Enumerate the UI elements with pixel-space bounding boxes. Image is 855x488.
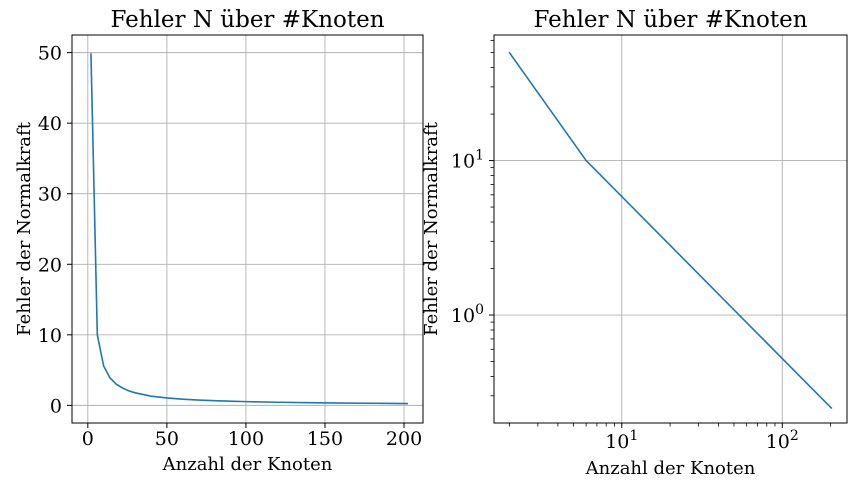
left-y-axis-label: Fehler der Normalkraft — [14, 121, 35, 336]
left-chart-title: Fehler N über #Knoten — [110, 7, 384, 33]
left-y-tick-label: 40 — [38, 113, 62, 135]
left-plot-frame — [71, 34, 424, 424]
right-y-tick-label: 101 — [451, 148, 484, 173]
right-chart-title: Fehler N über #Knoten — [533, 7, 807, 33]
right-y-axis-label: Fehler der Normalkraft — [421, 121, 442, 336]
left-y-tick-label: 50 — [38, 43, 62, 65]
left-y-tick-label: 30 — [38, 184, 62, 206]
right-y-tick-label: 100 — [451, 302, 484, 327]
left-x-tick-label: 150 — [307, 428, 343, 450]
right-x-tick-label: 102 — [766, 428, 799, 453]
left-series-line — [90, 53, 408, 405]
left-x-tick-label: 100 — [228, 428, 264, 450]
left-y-tick-label: 0 — [50, 395, 62, 417]
left-x-tick-label: 200 — [386, 428, 422, 450]
left-x-tick-label: 0 — [82, 428, 94, 450]
left-y-tick-label: 20 — [38, 254, 62, 276]
left-x-tick-label: 50 — [155, 428, 179, 450]
right-x-axis-label: Anzahl der Knoten — [585, 458, 756, 479]
left-x-axis-label: Anzahl der Knoten — [162, 454, 333, 475]
right-chart: 101 102 100 101 Fehler N über #Knoten Anzahl … — [421, 7, 848, 479]
left-y-tick-label: 10 — [38, 325, 62, 347]
right-series-line — [508, 51, 833, 410]
right-x-tick-label: 101 — [605, 428, 638, 453]
left-chart: 0 50 100 150 200 0 10 20 30 40 50 Fehler N über #Kn… — [14, 7, 424, 475]
right-plot-frame — [493, 34, 848, 424]
